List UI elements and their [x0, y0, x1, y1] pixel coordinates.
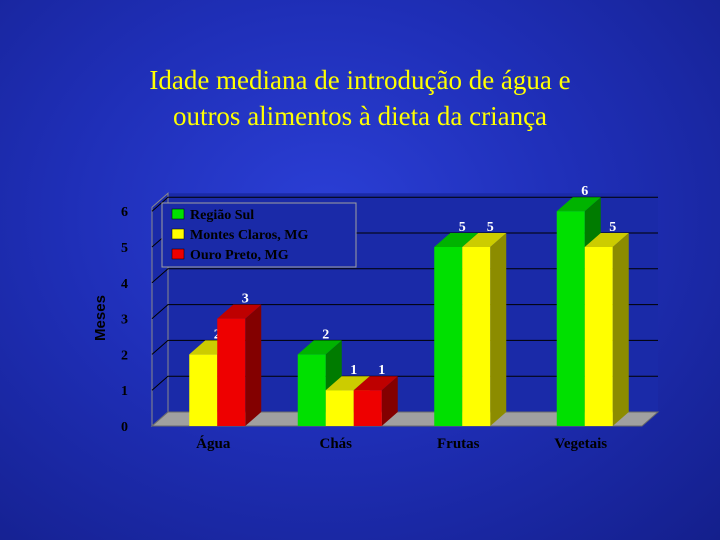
bar-2-0: [434, 247, 463, 426]
bar-1-2-top: [353, 376, 398, 391]
data-label: 3: [242, 292, 249, 307]
bar-0-1: [189, 354, 218, 426]
bar-3-0-top: [556, 197, 601, 212]
y-axis-label: Meses: [92, 295, 109, 341]
bar-3-1-top: [584, 233, 629, 247]
legend-label: Montes Claros, MG: [190, 228, 308, 243]
x-tick-label: Vegetais: [554, 436, 607, 452]
y-tick-label: 2: [121, 348, 128, 363]
y-tick-label: 5: [121, 241, 128, 256]
bar-0-2-side: [245, 304, 262, 426]
legend-label: Ouro Preto, MG: [190, 248, 289, 263]
chart-title: Idade mediana de introdução de água e ou…: [0, 62, 720, 134]
bar-1-0: [297, 354, 326, 426]
data-label: 1: [350, 363, 357, 378]
bar-2-1-side: [490, 233, 507, 426]
legend-swatch: [171, 248, 185, 260]
legend-swatch: [171, 208, 185, 220]
legend-swatch: [171, 228, 185, 240]
bar-0-2: [217, 318, 246, 426]
data-label: 5: [459, 220, 466, 235]
y-tick-label: 0: [121, 420, 128, 435]
gridline: [151, 196, 658, 212]
bar-3-1-side: [612, 233, 629, 426]
y-tick-label: 3: [121, 313, 128, 328]
bar-2-1: [462, 247, 491, 426]
title-line-2: outros alimentos à dieta da criança: [172, 101, 548, 131]
bar-1-1-top: [325, 376, 370, 391]
bar-1-2: [353, 390, 382, 426]
x-tick-label: Chás: [319, 436, 352, 452]
data-label: 2: [322, 327, 329, 342]
y-tick-label: 4: [121, 277, 128, 292]
data-label: 5: [609, 220, 616, 235]
bar-1-0-top: [297, 340, 342, 355]
bar-2-1-top: [462, 233, 507, 247]
data-label: 5: [487, 220, 494, 235]
bar-2-0-top: [434, 233, 479, 247]
bar-1-1: [325, 390, 354, 426]
data-label: 6: [581, 184, 588, 199]
title-line-1: Idade mediana de introdução de água e: [149, 65, 571, 95]
data-label: 1: [378, 363, 385, 378]
x-tick-label: Água: [196, 435, 231, 452]
legend-box: [161, 202, 357, 268]
x-tick-label: Frutas: [437, 436, 480, 452]
bar-1-2-side: [381, 376, 398, 426]
y-tick-label: 1: [121, 384, 128, 399]
bar-3-0: [556, 211, 585, 426]
bar-0-2-top: [217, 304, 262, 319]
legend-label: Região Sul: [190, 208, 254, 223]
y-tick-label: 6: [121, 205, 128, 220]
bar-3-1: [584, 247, 613, 426]
